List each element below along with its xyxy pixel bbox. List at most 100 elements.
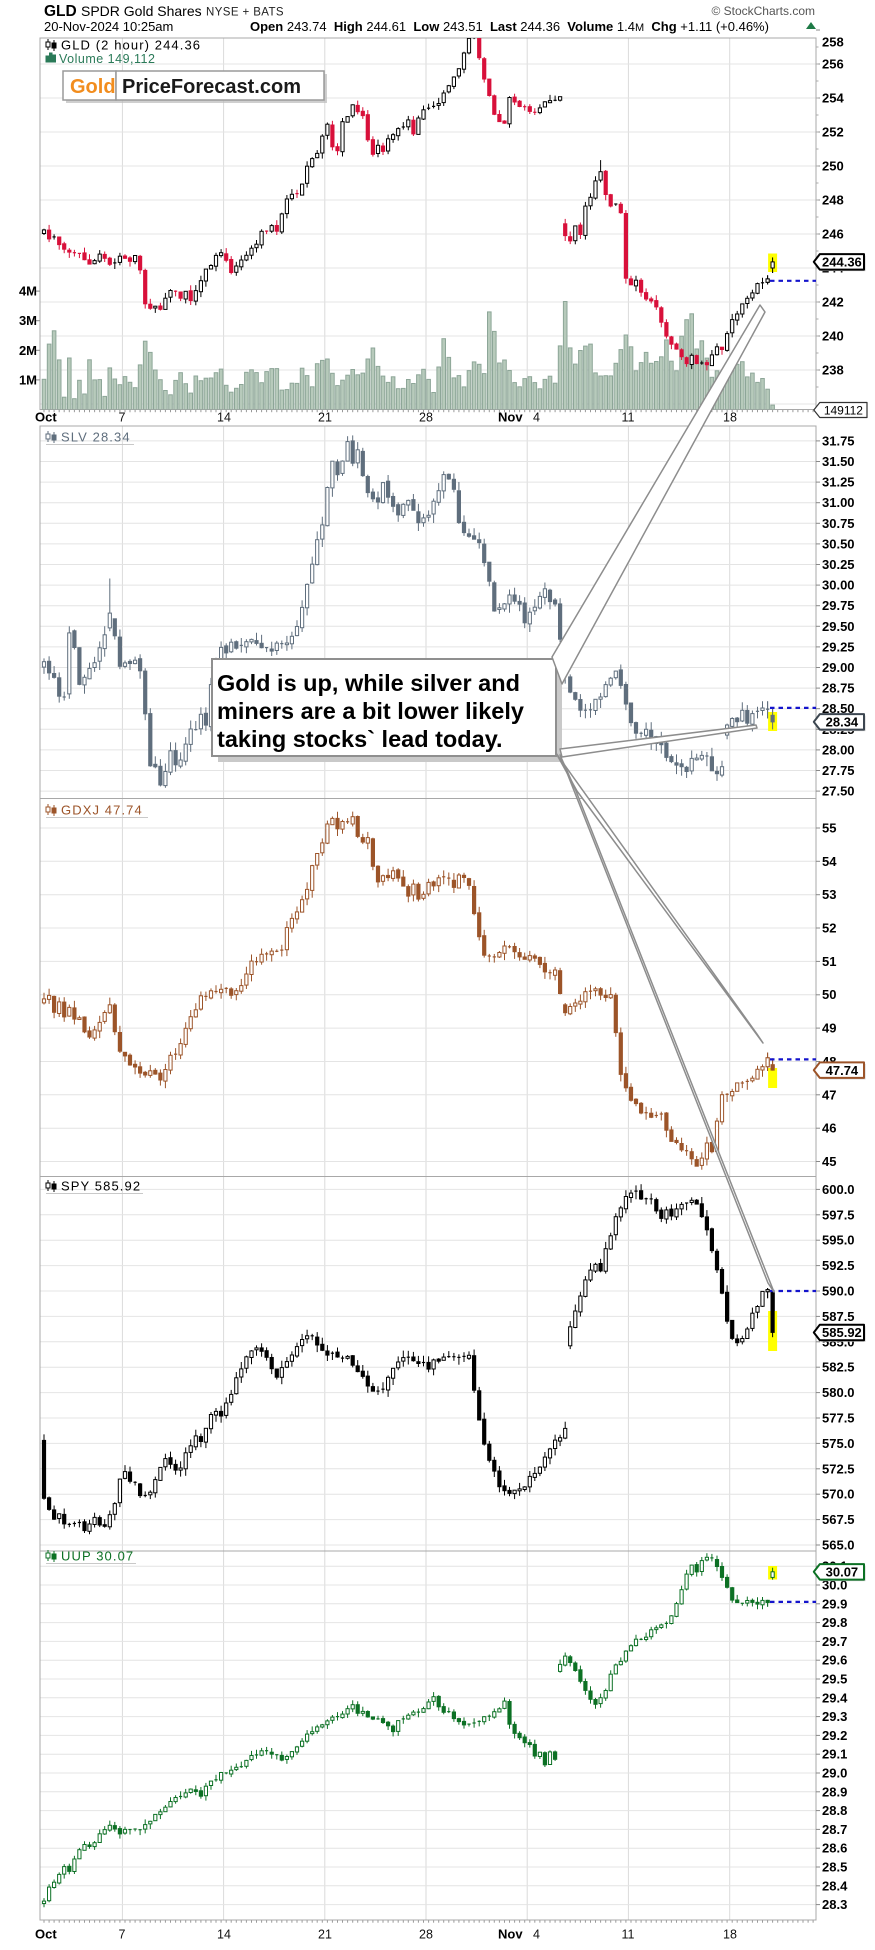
svg-text:31.00: 31.00 [822,495,855,510]
svg-text:7: 7 [119,411,126,425]
svg-text:Gold: Gold [70,76,116,98]
svg-text:GLD: GLD [44,3,77,20]
svg-text:21: 21 [318,1928,332,1942]
svg-text:miners are a bit lower likely: miners are a bit lower likely [217,698,524,724]
svg-text:244.36: 244.36 [822,255,862,270]
svg-text:4: 4 [533,1928,540,1942]
svg-text:30.25: 30.25 [822,557,855,572]
svg-text:18: 18 [723,411,737,425]
svg-text:Open 243.74 High 244.61 Low: Open 243.74 High 244.61 Low 243.51 Last … [250,19,769,34]
svg-text:4M: 4M [19,284,37,299]
svg-text:50: 50 [822,987,836,1002]
svg-text:565.0: 565.0 [822,1538,855,1553]
svg-text:3M: 3M [19,313,37,328]
svg-text:Volume 149,112: Volume 149,112 [59,52,155,66]
svg-text:248: 248 [822,193,844,208]
svg-text:Oct: Oct [35,1927,57,1942]
svg-text:18: 18 [723,1928,737,1942]
svg-text:11: 11 [622,1928,635,1942]
svg-text:45: 45 [822,1154,836,1169]
svg-text:567.5: 567.5 [822,1512,855,1527]
svg-text:30.75: 30.75 [822,516,855,531]
svg-text:2M: 2M [19,343,37,358]
svg-text:240: 240 [822,329,844,344]
svg-text:246: 246 [822,227,844,242]
svg-text:254: 254 [822,91,844,106]
svg-text:28.34: 28.34 [826,715,859,730]
svg-text:577.5: 577.5 [822,1411,855,1426]
svg-text:585.92: 585.92 [822,1325,862,1340]
svg-text:47.74: 47.74 [826,1063,859,1078]
svg-text:575.0: 575.0 [822,1436,855,1451]
svg-text:7: 7 [119,1928,126,1942]
svg-text:UUP 30.07: UUP 30.07 [61,1549,134,1564]
svg-text:29.7: 29.7 [822,1634,847,1649]
svg-text:29.5: 29.5 [822,1672,847,1687]
svg-text:587.5: 587.5 [822,1309,855,1324]
svg-text:250: 250 [822,159,844,174]
svg-text:28.5: 28.5 [822,1860,847,1875]
svg-text:31.50: 31.50 [822,454,855,469]
svg-text:11: 11 [622,411,635,425]
svg-text:28.4: 28.4 [822,1878,848,1893]
svg-text:14: 14 [217,411,231,425]
svg-text:28.7: 28.7 [822,1822,847,1837]
svg-text:28.00: 28.00 [822,742,855,757]
svg-text:242: 242 [822,295,844,310]
svg-text:29.25: 29.25 [822,639,855,654]
svg-text:29.1: 29.1 [822,1747,847,1762]
svg-text:27.75: 27.75 [822,763,855,778]
svg-text:PriceForecast.com: PriceForecast.com [122,76,301,98]
svg-text:28.8: 28.8 [822,1803,847,1818]
svg-text:590.0: 590.0 [822,1284,855,1299]
svg-text:30.07: 30.07 [826,1565,859,1580]
svg-text:31.25: 31.25 [822,475,855,490]
svg-text:595.0: 595.0 [822,1233,855,1248]
svg-text:4: 4 [533,411,540,425]
svg-text:Nov: Nov [498,410,523,425]
svg-text:SPY 585.92: SPY 585.92 [61,1179,141,1194]
svg-text:29.3: 29.3 [822,1709,847,1724]
svg-text:597.5: 597.5 [822,1207,855,1222]
svg-text:28.3: 28.3 [822,1897,847,1912]
svg-text:31.75: 31.75 [822,433,855,448]
svg-text:29.9: 29.9 [822,1596,847,1611]
svg-text:29.0: 29.0 [822,1766,847,1781]
svg-text:53: 53 [822,887,836,902]
svg-text:28: 28 [419,1928,433,1942]
svg-text:238: 238 [822,363,844,378]
svg-text:Nov: Nov [498,1927,523,1942]
svg-text:20-Nov-2024 10:25am: 20-Nov-2024 10:25am [44,19,173,34]
svg-text:© StockCharts.com: © StockCharts.com [711,4,815,18]
svg-text:28.6: 28.6 [822,1841,847,1856]
svg-text:27.50: 27.50 [822,784,855,799]
svg-text:28.9: 28.9 [822,1784,847,1799]
svg-text:256: 256 [822,57,844,72]
svg-text:149112: 149112 [824,403,863,417]
svg-text:GDXJ 47.74: GDXJ 47.74 [61,803,143,818]
svg-text:30.0: 30.0 [822,1578,847,1593]
svg-text:GLD (2 hour) 244.36: GLD (2 hour) 244.36 [61,38,201,53]
svg-text:572.5: 572.5 [822,1461,855,1476]
svg-text:14: 14 [217,1928,231,1942]
svg-text:29.4: 29.4 [822,1690,848,1705]
svg-text:55: 55 [822,821,836,836]
svg-text:28.50: 28.50 [822,701,855,716]
svg-text:1M: 1M [19,372,37,387]
svg-text:30.00: 30.00 [822,578,855,593]
svg-text:29.50: 29.50 [822,619,855,634]
svg-text:SLV 28.34: SLV 28.34 [61,430,131,445]
svg-text:51: 51 [822,954,836,969]
svg-text:SPDR Gold Shares: SPDR Gold Shares [81,3,202,19]
svg-text:29.2: 29.2 [822,1728,847,1743]
svg-text:Gold is up, while silver and: Gold is up, while silver and [217,670,520,696]
svg-text:47: 47 [822,1087,836,1102]
svg-text:592.5: 592.5 [822,1258,855,1273]
svg-text:570.0: 570.0 [822,1487,855,1502]
svg-text:28.75: 28.75 [822,681,855,696]
svg-text:54: 54 [822,854,837,869]
svg-text:600.0: 600.0 [822,1182,855,1197]
svg-text:29.8: 29.8 [822,1615,847,1630]
svg-text:29.6: 29.6 [822,1653,847,1668]
svg-text:258: 258 [822,35,844,50]
